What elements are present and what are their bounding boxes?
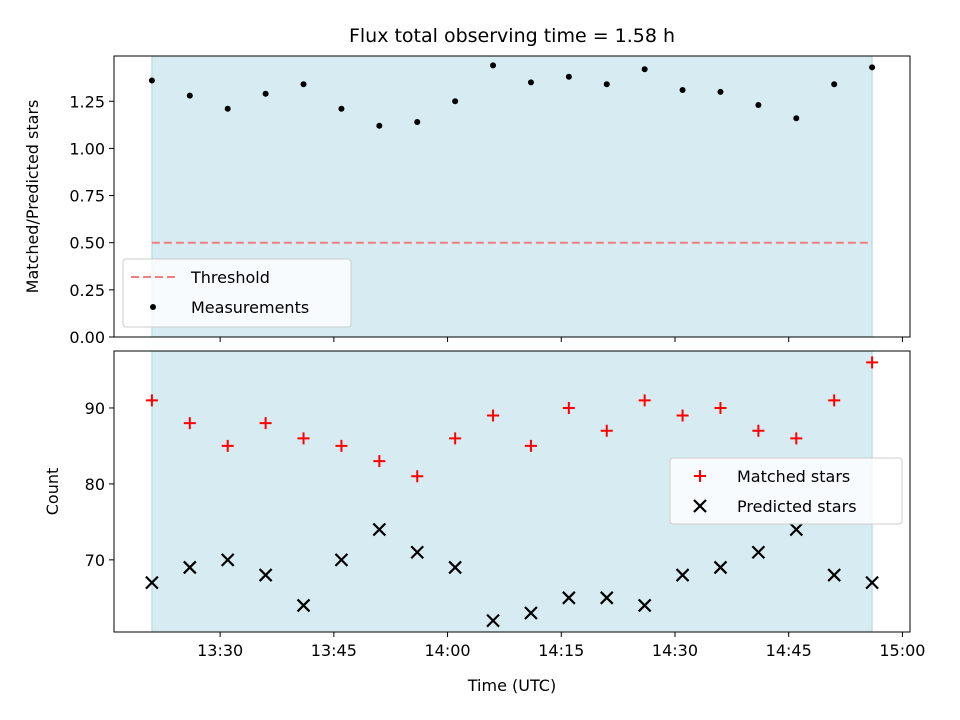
measurement-point (603, 81, 610, 88)
predicted-point (220, 553, 235, 567)
chart-title: Flux total observing time = 1.58 h (349, 25, 675, 47)
y-tick-label: 0.25 (69, 281, 105, 300)
measurement-point (300, 81, 307, 88)
top-panel: 0.00 0.25 0.50 0.75 1.00 1.25 Matched/Predicte… (23, 55, 911, 347)
predicted-point (562, 591, 576, 605)
predicted-point (334, 553, 349, 567)
x-axis-label: Time (UTC) (467, 676, 556, 695)
legend-box (669, 457, 903, 525)
matched-point (600, 424, 613, 437)
predicted-point (145, 575, 159, 590)
y-tick-label: 0.75 (69, 187, 105, 206)
y-tick-label: 90 (85, 399, 105, 418)
measurement-point (224, 105, 231, 112)
predicted-point (183, 560, 197, 575)
measurement-point (376, 122, 383, 129)
legend-predicted-label: Predicted stars (737, 497, 857, 516)
matched-point (487, 409, 500, 422)
matched-point (828, 394, 841, 407)
legend-top: Threshold Measurements (122, 258, 352, 328)
y-tick-label: 70 (85, 551, 105, 570)
matched-point (790, 432, 803, 445)
y-tick-label: 0.50 (69, 234, 105, 253)
predicted-point (713, 560, 728, 575)
matched-point (562, 401, 575, 414)
x-tick-label: 13:45 (311, 641, 357, 660)
predicted-point (675, 568, 690, 582)
measurement-point (186, 92, 193, 99)
matched-point (694, 470, 706, 482)
measurement-point (148, 77, 155, 84)
legend-matched-label: Matched stars (737, 467, 850, 486)
legend-measurement-label: Measurements (191, 298, 309, 317)
predicted-point (258, 568, 273, 582)
y-tick-label: 1.25 (69, 92, 105, 111)
predicted-point (693, 499, 707, 513)
predicted-point (637, 598, 652, 613)
matched-point (752, 424, 765, 437)
x-tick-label: 14:30 (652, 641, 698, 660)
predicted-point (751, 545, 766, 560)
predicted-point (827, 568, 841, 582)
measurement-point (338, 105, 345, 112)
matched-point (638, 394, 651, 407)
predicted-point (486, 613, 500, 628)
matched-point (676, 409, 689, 422)
matched-point (373, 455, 386, 468)
predicted-point (296, 598, 311, 613)
x-tick-label: 14:15 (538, 641, 584, 660)
y-tick-label: 0.00 (69, 328, 105, 347)
measurement-point (262, 90, 269, 97)
measurement-point (755, 102, 762, 109)
y-axis-label: Matched/Predicted stars (23, 100, 42, 294)
matched-point (335, 439, 348, 452)
predicted-point (372, 522, 387, 537)
legend-bottom: Matched stars Predicted stars (669, 457, 903, 525)
legend-measurement-swatch (150, 304, 156, 310)
y-axis-label: Count (43, 468, 62, 516)
predicted-point (789, 522, 804, 537)
matched-point (221, 439, 234, 452)
matched-point (411, 470, 424, 483)
x-tick-label: 13:30 (197, 641, 243, 660)
measurement-point (717, 88, 724, 95)
legend-box (122, 258, 352, 328)
predicted-point (599, 591, 614, 605)
predicted-point (448, 560, 462, 575)
axes-frame (113, 55, 911, 338)
predicted-point (524, 606, 538, 620)
matched-point (714, 401, 727, 414)
measurement-point (641, 66, 648, 73)
measurement-point (414, 119, 421, 126)
measurement-point (831, 81, 838, 88)
measurement-point (679, 86, 686, 93)
matched-point (524, 439, 537, 452)
y-tick-label: 1.00 (69, 139, 105, 158)
legend-threshold-label: Threshold (190, 268, 270, 287)
measurement-point (869, 64, 876, 71)
y-tick-label: 80 (85, 475, 105, 494)
measurement-point (527, 79, 534, 86)
x-tick-label: 14:00 (425, 641, 471, 660)
measurement-point (793, 115, 800, 122)
x-tick-label: 15:00 (879, 641, 925, 660)
bottom-panel: 70 80 90 13:30 13:45 14:00 14:15 14:30 14:45 15:0… (43, 350, 925, 695)
predicted-point (865, 575, 879, 590)
matched-point (259, 417, 272, 430)
predicted-point (410, 545, 425, 560)
matched-point (145, 394, 158, 407)
matched-point (866, 356, 879, 369)
measurement-point (565, 73, 572, 80)
matched-point (449, 432, 462, 445)
measurement-point (490, 62, 497, 69)
matched-point (183, 417, 196, 430)
axes-frame (113, 350, 911, 633)
matched-point (297, 432, 310, 445)
x-tick-label: 14:45 (766, 641, 812, 660)
measurement-point (452, 98, 459, 105)
